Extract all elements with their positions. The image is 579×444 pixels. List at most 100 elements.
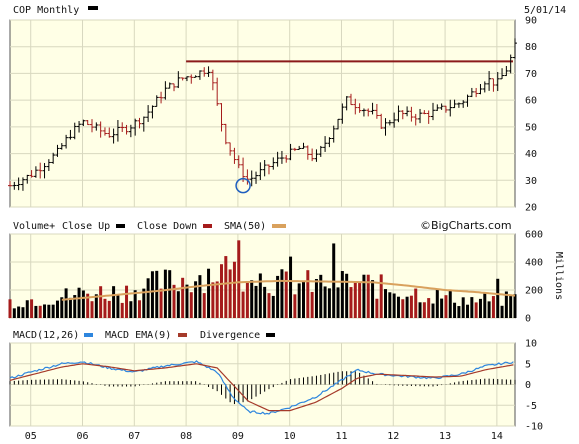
volume-bar — [349, 287, 353, 318]
volume-bar — [340, 271, 344, 318]
price-y-tick-label: 40 — [525, 149, 537, 160]
chart-date: 5/01/14 — [524, 5, 566, 16]
price-y-axis: 20 30 40 50 60 70 80 90 — [525, 16, 537, 214]
volume-bar — [366, 274, 370, 318]
macd-legend-label-ema: MACD EMA(9) — [105, 330, 171, 341]
macd-y-axis: -10 -5 0 5 10 — [525, 339, 543, 433]
price-candles — [8, 38, 517, 191]
volume-bar — [168, 270, 172, 318]
macd-panel: -10 -5 0 5 10 — [9, 339, 543, 433]
x-tick-label: 09 — [232, 431, 244, 442]
volume-bar — [435, 289, 439, 318]
volume-bar — [68, 297, 72, 318]
volume-bar — [293, 294, 297, 318]
volume-bar — [25, 300, 29, 318]
price-grid — [10, 19, 515, 208]
volume-bar — [280, 269, 284, 318]
macd-legend-label-divergence: Divergence — [200, 330, 260, 341]
volume-bar — [310, 291, 314, 318]
volume-bar — [245, 281, 249, 318]
volume-bar — [302, 281, 306, 318]
volume-bar — [17, 306, 21, 318]
volume-bar — [384, 289, 388, 318]
volume-bar — [185, 284, 189, 318]
volume-bar — [306, 270, 310, 318]
volume-bar — [51, 304, 55, 318]
volume-bar — [21, 307, 25, 318]
volume-bar — [163, 269, 167, 318]
volume-bar — [396, 296, 400, 318]
volume-bar — [353, 281, 357, 318]
volume-bar — [133, 290, 137, 318]
price-plot-area — [9, 19, 516, 208]
volume-bar — [448, 290, 452, 318]
volume-legend-swatch-close-down — [203, 224, 212, 228]
volume-bar — [120, 302, 124, 318]
volume-bar — [431, 303, 435, 318]
volume-bar — [314, 279, 318, 318]
x-tick-label: 14 — [491, 431, 503, 442]
volume-bar — [513, 294, 517, 318]
volume-bar — [94, 294, 98, 318]
volume-bar — [284, 271, 288, 318]
volume-bar — [43, 304, 47, 318]
x-tick-label: 12 — [387, 431, 399, 442]
volume-bar — [371, 280, 375, 318]
volume-bar — [202, 293, 206, 318]
volume-bar — [358, 281, 362, 318]
volume-legend-swatch-sma — [272, 224, 286, 228]
volume-bar — [116, 294, 120, 318]
volume-legend-label-sma: SMA(50) — [224, 221, 266, 232]
volume-bar — [60, 297, 64, 318]
volume-bar — [155, 270, 159, 318]
volume-bar — [64, 288, 68, 318]
volume-y-tick-label: 600 — [525, 230, 543, 241]
volume-bar — [99, 286, 103, 318]
volume-bar — [418, 302, 422, 318]
volume-bar — [297, 283, 301, 318]
macd-legend-swatch-ema — [178, 333, 187, 337]
macd-ema-line — [9, 363, 514, 412]
macd-divergence-histogram — [9, 371, 516, 405]
volume-bar — [487, 301, 491, 318]
volume-bar — [219, 264, 223, 318]
price-panel: 20 30 40 50 60 70 80 90 — [8, 16, 537, 214]
volume-bar — [250, 280, 254, 318]
volume-bar — [444, 295, 448, 318]
volume-bar — [198, 275, 202, 318]
volume-bar — [125, 285, 129, 318]
x-axis: 05 06 07 08 09 10 11 12 13 14 — [25, 431, 503, 442]
volume-bar — [289, 256, 293, 318]
price-y-tick-label: 80 — [525, 42, 537, 53]
volume-bar — [232, 261, 236, 318]
volume-bar — [142, 288, 146, 318]
brand-credit: ©BigCharts.com — [420, 219, 512, 232]
volume-panel: 0 200 400 600 Millions — [8, 230, 564, 325]
macd-y-tick-label: 5 — [525, 359, 531, 370]
volume-bar — [327, 288, 331, 318]
volume-bar — [509, 295, 513, 318]
volume-bar — [86, 293, 90, 318]
volume-bar — [271, 295, 275, 318]
price-y-tick-label: 90 — [525, 16, 537, 27]
volume-bar — [474, 302, 478, 318]
volume-bar — [392, 293, 396, 318]
volume-bar — [12, 308, 16, 318]
x-tick-label: 08 — [180, 431, 192, 442]
volume-bar — [336, 287, 340, 318]
x-tick-label: 06 — [76, 431, 88, 442]
macd-y-tick-label: 10 — [525, 339, 537, 350]
volume-bar — [466, 304, 470, 318]
price-y-tick-label: 30 — [525, 176, 537, 187]
volume-bar — [181, 277, 185, 318]
volume-bar — [38, 305, 42, 318]
volume-unit-label: Millions — [553, 252, 564, 300]
volume-bar — [362, 274, 366, 318]
volume-bar — [81, 290, 85, 318]
volume-bar — [241, 291, 245, 318]
volume-bar — [323, 286, 327, 318]
volume-bar — [215, 281, 219, 318]
volume-bar — [137, 300, 141, 318]
volume-plot-area — [9, 233, 516, 319]
volume-bar — [237, 240, 241, 318]
